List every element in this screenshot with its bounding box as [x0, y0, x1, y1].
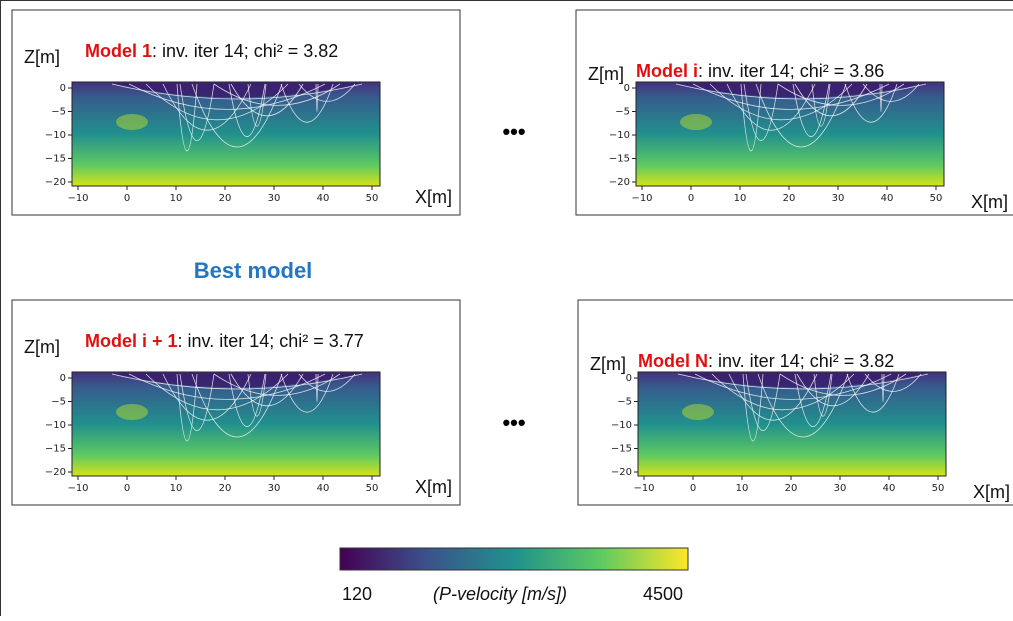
x-label: X[m]: [973, 482, 1010, 502]
ellipsis: •••: [502, 410, 525, 435]
x-label: X[m]: [971, 192, 1008, 212]
x-tick-label: 50: [930, 193, 943, 204]
x-tick-label: −10: [67, 193, 88, 204]
model-panel: Z[m] Model i + 1: inv. iter 14; chi² = 3.…: [12, 300, 460, 505]
x-tick-label: 0: [124, 483, 130, 494]
x-tick-label: 0: [688, 193, 694, 204]
velocity-model: [72, 372, 380, 476]
colorbar: [340, 548, 688, 570]
x-tick-label: 0: [690, 483, 696, 494]
panel-title: Model N: inv. iter 14; chi² = 3.82: [638, 351, 894, 371]
y-tick-label: 0: [60, 83, 66, 94]
z-label: Z[m]: [24, 337, 60, 357]
x-tick-label: 50: [366, 193, 379, 204]
colorbar-min: 120: [342, 584, 372, 604]
x-tick-label: 30: [832, 193, 845, 204]
model-name: Model i: [636, 61, 698, 81]
y-tick-label: 0: [624, 83, 630, 94]
velocity-model: [636, 82, 944, 186]
x-tick-label: 10: [734, 193, 747, 204]
y-tick-label: −15: [45, 154, 66, 165]
model-panel: Z[m] Model i: inv. iter 14; chi² = 3.86 0 −…: [576, 10, 1013, 215]
y-tick-label: −20: [609, 177, 630, 188]
anomaly: [680, 114, 712, 130]
anomaly: [116, 404, 148, 420]
x-tick-label: 40: [883, 483, 896, 494]
x-tick-label: 20: [219, 483, 232, 494]
x-tick-label: 30: [834, 483, 847, 494]
anomaly: [116, 114, 148, 130]
x-tick-label: −10: [67, 483, 88, 494]
y-tick-label: −10: [45, 420, 66, 431]
x-tick-label: 10: [736, 483, 749, 494]
velocity-model: [72, 82, 380, 186]
x-tick-label: −10: [631, 193, 652, 204]
velocity-model: [638, 372, 946, 476]
best-model-label: Best model: [194, 258, 313, 283]
panel-title: Model 1: inv. iter 14; chi² = 3.82: [85, 41, 338, 61]
z-label: Z[m]: [590, 354, 626, 374]
x-tick-label: 10: [170, 483, 183, 494]
x-label: X[m]: [415, 477, 452, 497]
model-name: Model i + 1: [85, 331, 178, 351]
y-tick-label: −5: [51, 397, 66, 408]
y-tick-label: −10: [609, 130, 630, 141]
y-tick-label: −15: [45, 444, 66, 455]
y-tick-label: 0: [626, 373, 632, 384]
x-tick-label: 20: [783, 193, 796, 204]
y-tick-label: −5: [615, 107, 630, 118]
x-tick-label: 40: [317, 193, 330, 204]
x-tick-label: 20: [219, 193, 232, 204]
panel-title: Model i: inv. iter 14; chi² = 3.86: [636, 61, 884, 81]
y-tick-label: −5: [617, 397, 632, 408]
y-tick-label: −10: [45, 130, 66, 141]
y-tick-label: −15: [609, 154, 630, 165]
x-tick-label: 40: [881, 193, 894, 204]
x-label: X[m]: [415, 187, 452, 207]
model-caption: : inv. iter 14; chi² = 3.77: [178, 331, 364, 351]
model-panel: Z[m] Model 1: inv. iter 14; chi² = 3.82 0 −…: [12, 10, 460, 215]
model-name: Model 1: [85, 41, 152, 61]
x-tick-label: 20: [785, 483, 798, 494]
ellipsis: •••: [502, 119, 525, 144]
y-tick-label: −15: [611, 444, 632, 455]
y-tick-label: −20: [611, 467, 632, 478]
model-panel: Z[m] Model N: inv. iter 14; chi² = 3.82 0 −…: [578, 300, 1013, 505]
y-tick-label: −20: [45, 467, 66, 478]
x-tick-label: 50: [366, 483, 379, 494]
y-tick-label: −20: [45, 177, 66, 188]
x-tick-label: 30: [268, 193, 281, 204]
y-tick-label: −10: [611, 420, 632, 431]
z-label: Z[m]: [24, 47, 60, 67]
model-name: Model N: [638, 351, 708, 371]
model-caption: : inv. iter 14; chi² = 3.82: [708, 351, 894, 371]
y-tick-label: 0: [60, 373, 66, 384]
anomaly: [682, 404, 714, 420]
x-tick-label: 30: [268, 483, 281, 494]
x-tick-label: 10: [170, 193, 183, 204]
model-caption: : inv. iter 14; chi² = 3.86: [698, 61, 884, 81]
colorbar-max: 4500: [643, 584, 683, 604]
y-tick-label: −5: [51, 107, 66, 118]
z-label: Z[m]: [588, 64, 624, 84]
x-tick-label: 40: [317, 483, 330, 494]
x-tick-label: 0: [124, 193, 130, 204]
colorbar-title: (P-velocity [m/s]): [433, 584, 567, 604]
x-tick-label: 50: [932, 483, 945, 494]
panel-title: Model i + 1: inv. iter 14; chi² = 3.77: [85, 331, 364, 351]
x-tick-label: −10: [633, 483, 654, 494]
model-caption: : inv. iter 14; chi² = 3.82: [152, 41, 338, 61]
